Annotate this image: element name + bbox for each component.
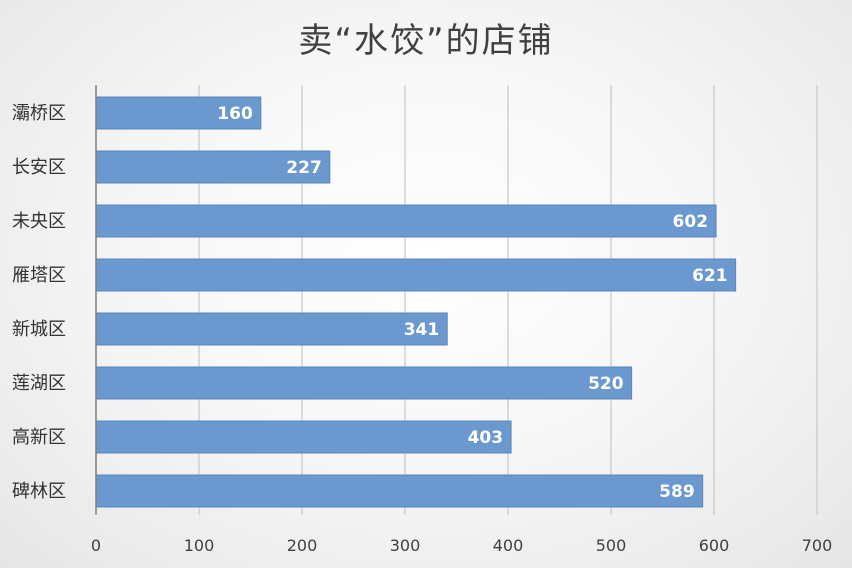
bar <box>95 366 633 400</box>
bar <box>95 258 737 292</box>
x-tick-label: 300 <box>390 536 421 555</box>
data-label: 520 <box>588 374 624 394</box>
x-tick-labels: 0 100 200 300 400 500 600 700 <box>91 536 832 555</box>
x-tick-label: 600 <box>699 536 730 555</box>
x-tick-label: 0 <box>91 536 101 555</box>
x-tick-label: 200 <box>287 536 318 555</box>
category-label: 新城区 <box>12 319 66 340</box>
category-label: 雁塔区 <box>12 265 66 286</box>
data-label: 160 <box>217 104 253 124</box>
data-label: 589 <box>659 482 695 502</box>
data-label: 227 <box>286 158 322 178</box>
category-label: 长安区 <box>12 157 66 178</box>
chart-title: 卖“水饺”的店铺 <box>298 21 553 61</box>
x-tick-label: 400 <box>493 536 524 555</box>
bar <box>95 204 717 238</box>
category-label: 未央区 <box>12 211 66 232</box>
x-tick-label: 500 <box>596 536 627 555</box>
category-label: 高新区 <box>12 427 66 448</box>
x-tick-label: 700 <box>802 536 833 555</box>
data-label: 403 <box>468 428 504 448</box>
data-labels: 160 227 602 621 341 520 403 589 <box>217 104 727 502</box>
bar <box>95 312 448 346</box>
data-label: 621 <box>692 266 728 286</box>
category-label: 莲湖区 <box>12 373 66 394</box>
category-label: 灞桥区 <box>12 103 66 124</box>
data-label: 341 <box>404 320 440 340</box>
x-tick-label: 100 <box>184 536 215 555</box>
bar <box>95 150 331 184</box>
bar <box>95 474 704 508</box>
category-label: 碑林区 <box>12 481 66 502</box>
data-label: 602 <box>673 212 709 232</box>
bars <box>95 96 737 508</box>
bar <box>95 420 512 454</box>
